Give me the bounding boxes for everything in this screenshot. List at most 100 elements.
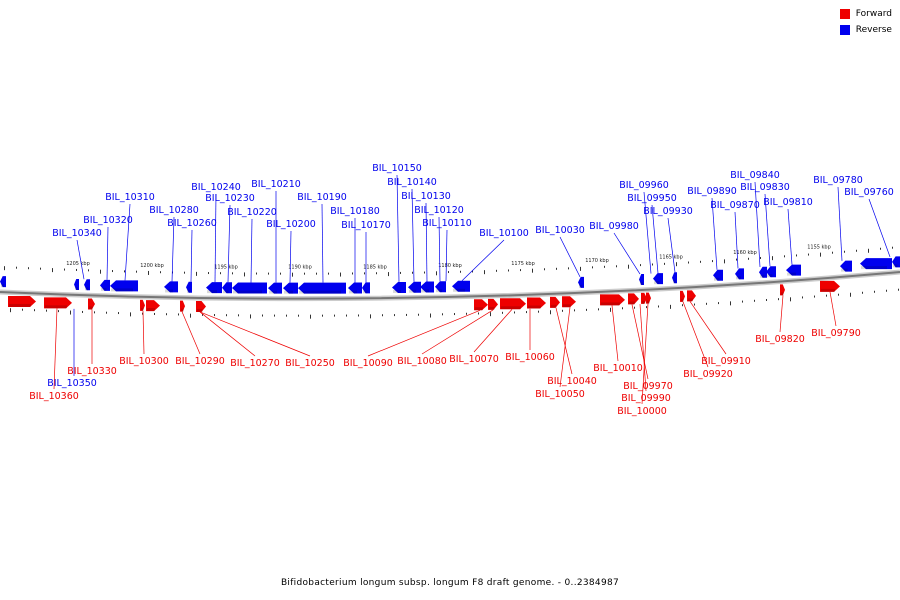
reverse-gene-arrow-shade: [363, 290, 368, 294]
forward-gene-label: BIL_10330: [67, 366, 117, 377]
minor-tick: [430, 313, 431, 318]
minor-tick: [274, 314, 275, 317]
minor-tick: [148, 270, 149, 275]
reverse-gene-label: BIL_10310: [105, 192, 155, 203]
leader-line: [124, 203, 131, 281]
forward-gene-arrow: [641, 292, 647, 304]
minor-tick: [424, 271, 425, 274]
forward-gene-arrow-shade: [821, 288, 835, 292]
forward-gene-arrow-shade: [688, 298, 693, 302]
scale-label: 1195 kbp: [214, 264, 238, 270]
genome-caption: Bifidobacterium longum subsp. longum F8 …: [280, 578, 620, 588]
minor-tick: [808, 253, 809, 256]
reverse-gene-arrow-shade: [841, 268, 848, 272]
forward-gene-label: BIL_09990: [621, 393, 671, 404]
minor-tick: [478, 312, 479, 315]
minor-tick: [574, 309, 575, 312]
reverse-gene-arrow-shade: [736, 276, 741, 280]
minor-tick: [16, 266, 17, 269]
minor-tick: [748, 257, 749, 260]
leader-line: [868, 198, 891, 258]
forward-gene-label: BIL_10040: [547, 376, 597, 387]
minor-tick: [820, 252, 821, 257]
reverse-gene-arrow-shade: [269, 290, 277, 294]
forward-gene-label: BIL_10000: [617, 406, 667, 417]
minor-tick: [442, 313, 443, 316]
forward-gene-label: BIL_10070: [449, 354, 499, 365]
minor-tick: [322, 314, 323, 317]
reverse-gene-arrow: [639, 274, 644, 286]
reverse-gene-arrow-shade: [893, 264, 898, 268]
minor-tick: [220, 272, 221, 275]
minor-tick: [526, 311, 527, 314]
minor-tick: [256, 272, 257, 275]
minor-tick: [778, 298, 779, 301]
reverse-gene-arrow: [420, 281, 434, 293]
leader-line: [787, 208, 793, 265]
minor-tick: [400, 271, 401, 274]
minor-tick: [388, 272, 389, 277]
minor-tick: [736, 258, 737, 261]
minor-tick: [856, 249, 857, 252]
minor-tick: [544, 268, 545, 271]
leader-line: [76, 239, 85, 280]
reverse-gene-arrow: [766, 266, 776, 278]
minor-tick: [886, 289, 887, 292]
minor-tick: [40, 267, 41, 270]
reverse-gene-label: BIL_09760: [844, 187, 894, 198]
reverse-gene-arrow: [298, 282, 346, 294]
minor-tick: [592, 266, 593, 269]
reverse-gene-arrow: [362, 282, 370, 294]
reverse-gene-arrow: [348, 282, 362, 294]
minor-tick: [466, 312, 467, 315]
minor-tick: [586, 308, 587, 311]
reverse-gene-arrow: [578, 276, 584, 288]
minor-tick: [898, 288, 899, 291]
forward-gene-arrow: [600, 294, 625, 306]
reverse-gene-arrow: [452, 280, 470, 292]
forward-gene-arrow: [680, 290, 685, 302]
minor-tick: [418, 313, 419, 316]
minor-tick: [640, 264, 641, 267]
minor-tick: [892, 246, 893, 249]
minor-tick: [142, 312, 143, 315]
leader-line: [171, 216, 175, 282]
reverse-gene-arrow: [268, 282, 282, 294]
reverse-gene-arrow: [283, 282, 298, 294]
leader-line: [425, 202, 428, 282]
reverse-gene-arrow: [84, 279, 90, 291]
forward-gene-arrow-shade: [489, 306, 495, 310]
minor-tick: [850, 292, 851, 297]
legend: Forward Reverse: [839, 8, 892, 40]
minor-tick: [238, 314, 239, 317]
reverse-gene-arrow: [653, 273, 663, 285]
minor-tick: [214, 314, 215, 317]
reverse-gene-arrow-shade: [714, 277, 720, 281]
reverse-gene-arrow-shade: [223, 290, 229, 294]
minor-tick: [562, 309, 563, 312]
forward-gene-label: BIL_10080: [397, 356, 447, 367]
reverse-gene-arrow-shade: [111, 288, 133, 292]
forward-gene-label: BIL_10300: [119, 356, 169, 367]
reverse-gene-arrow-shade: [409, 289, 417, 293]
reverse-gene-arrow: [110, 280, 138, 292]
minor-tick: [226, 314, 227, 317]
leader-line: [667, 217, 676, 273]
forward-gene-label: BIL_10060: [505, 352, 555, 363]
minor-tick: [646, 306, 647, 309]
minor-tick: [178, 313, 179, 316]
scale-label: 1200 kbp: [140, 263, 164, 269]
reverse-gene-label: BIL_10130: [401, 191, 451, 202]
genome-axis: [0, 271, 900, 300]
minor-tick: [118, 312, 119, 315]
forward-gene-arrow: [500, 298, 526, 310]
leader-line: [639, 304, 647, 392]
leader-line: [438, 216, 441, 282]
reverse-gene-label: BIL_10100: [479, 228, 529, 239]
reverse-gene-label: BIL_10340: [52, 228, 102, 239]
reverse-gene-label: BIL_09890: [687, 186, 737, 197]
forward-gene-arrow: [474, 299, 488, 311]
scale-label: 1170 kbp: [585, 258, 609, 264]
reverse-gene-arrow-shade: [75, 286, 78, 290]
